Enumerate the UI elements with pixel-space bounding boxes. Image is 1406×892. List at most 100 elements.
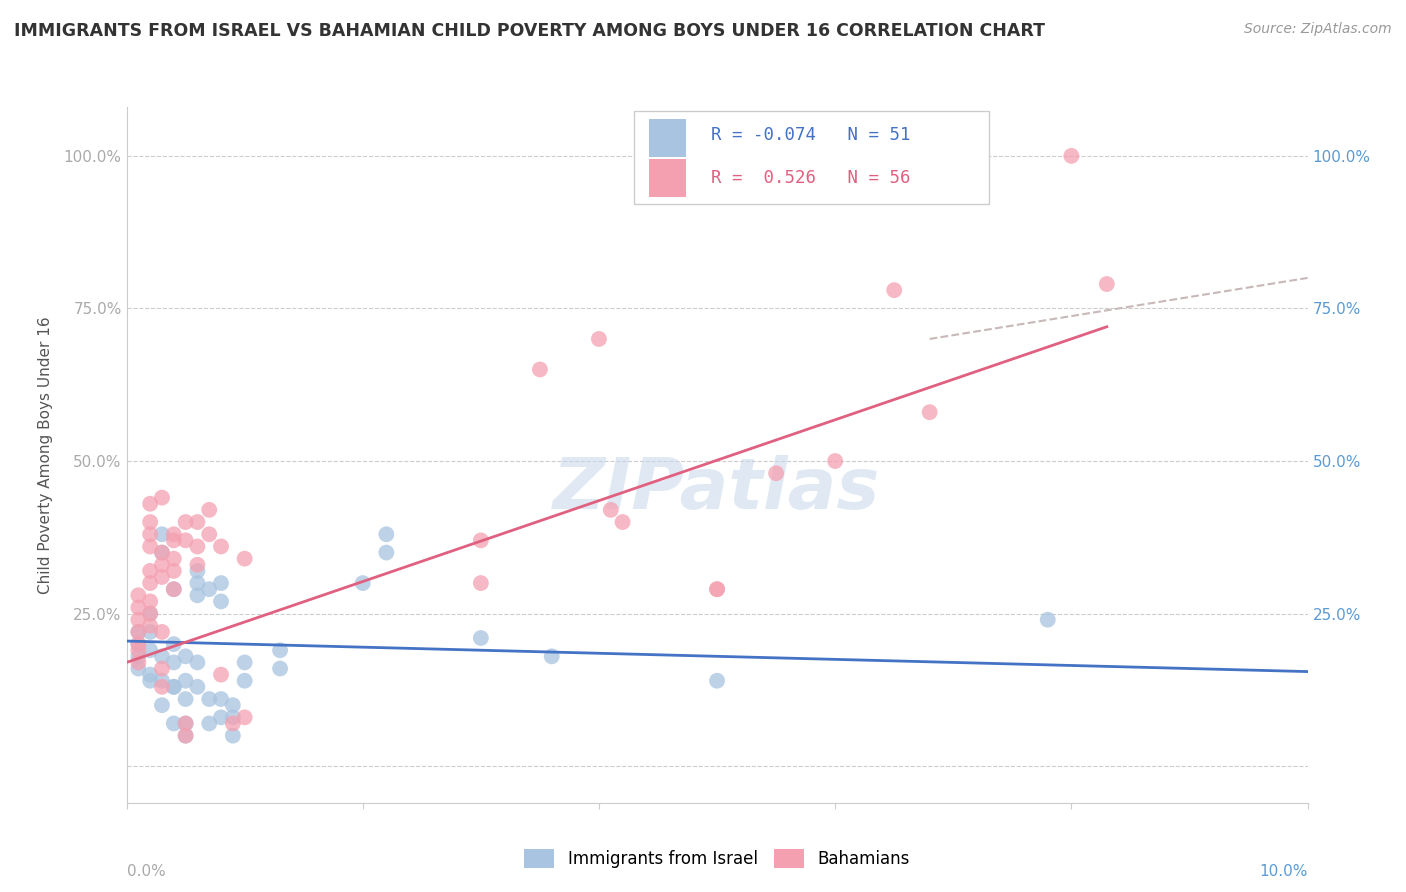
Point [375, 527, 398, 541]
Point [540, 649, 562, 664]
Point [824, 454, 846, 468]
Point [186, 588, 208, 602]
Point [1060, 149, 1083, 163]
Point [127, 600, 149, 615]
Point [883, 283, 905, 297]
Point [139, 607, 162, 621]
Point [269, 643, 291, 657]
Point [150, 570, 173, 584]
Text: ZIPatlas: ZIPatlas [554, 455, 880, 524]
Y-axis label: Child Poverty Among Boys Under 16: Child Poverty Among Boys Under 16 [38, 316, 52, 594]
Point [150, 624, 173, 639]
Point [706, 673, 728, 688]
Point [174, 716, 197, 731]
Text: IMMIGRANTS FROM ISRAEL VS BAHAMIAN CHILD POVERTY AMONG BOYS UNDER 16 CORRELATION: IMMIGRANTS FROM ISRAEL VS BAHAMIAN CHILD… [14, 22, 1045, 40]
Point [150, 673, 173, 688]
Point [150, 680, 173, 694]
Point [163, 680, 186, 694]
Point [139, 619, 162, 633]
FancyBboxPatch shape [648, 159, 686, 197]
Point [127, 649, 149, 664]
Point [127, 613, 149, 627]
Point [127, 656, 149, 670]
Point [163, 551, 186, 566]
Point [139, 594, 162, 608]
Point [1036, 613, 1059, 627]
Point [198, 527, 221, 541]
Point [174, 515, 197, 529]
Point [209, 692, 232, 706]
Point [186, 656, 208, 670]
Point [163, 533, 186, 548]
Point [127, 588, 149, 602]
Point [174, 716, 197, 731]
Point [163, 582, 186, 597]
Point [127, 624, 149, 639]
Point [222, 729, 245, 743]
Point [174, 729, 197, 743]
Point [174, 692, 197, 706]
Point [706, 582, 728, 597]
Point [163, 680, 186, 694]
Point [1095, 277, 1118, 291]
Point [127, 624, 149, 639]
Point [209, 594, 232, 608]
Point [186, 515, 208, 529]
Point [209, 667, 232, 681]
Point [269, 661, 291, 675]
Point [233, 656, 256, 670]
Point [352, 576, 374, 591]
Point [163, 656, 186, 670]
Point [186, 680, 208, 694]
Point [222, 698, 245, 713]
Point [163, 527, 186, 541]
Point [127, 637, 149, 651]
Point [599, 503, 621, 517]
Point [139, 515, 162, 529]
Text: 10.0%: 10.0% [1260, 863, 1308, 879]
Point [139, 497, 162, 511]
Point [918, 405, 941, 419]
Point [706, 582, 728, 597]
Point [163, 582, 186, 597]
Point [209, 576, 232, 591]
Point [233, 710, 256, 724]
Text: 0.0%: 0.0% [127, 863, 166, 879]
Point [163, 637, 186, 651]
Point [127, 661, 149, 675]
Point [139, 540, 162, 554]
Point [233, 551, 256, 566]
Text: Source: ZipAtlas.com: Source: ZipAtlas.com [1244, 22, 1392, 37]
Point [174, 673, 197, 688]
Point [612, 515, 634, 529]
Point [139, 564, 162, 578]
Point [470, 533, 492, 548]
Point [186, 564, 208, 578]
Point [222, 710, 245, 724]
Point [163, 564, 186, 578]
Text: R =  0.526   N = 56: R = 0.526 N = 56 [711, 169, 911, 187]
Point [222, 716, 245, 731]
Point [198, 582, 221, 597]
Point [163, 716, 186, 731]
Point [529, 362, 551, 376]
Point [150, 545, 173, 559]
Point [139, 576, 162, 591]
Point [588, 332, 610, 346]
FancyBboxPatch shape [634, 111, 988, 204]
Point [209, 540, 232, 554]
Point [186, 540, 208, 554]
Point [198, 692, 221, 706]
Point [150, 558, 173, 572]
Point [127, 637, 149, 651]
Legend: Immigrants from Israel, Bahamians: Immigrants from Israel, Bahamians [517, 842, 917, 874]
FancyBboxPatch shape [648, 119, 686, 157]
Point [139, 673, 162, 688]
Text: R = -0.074   N = 51: R = -0.074 N = 51 [711, 126, 911, 144]
Point [209, 710, 232, 724]
Point [150, 698, 173, 713]
Point [150, 545, 173, 559]
Point [150, 491, 173, 505]
Point [186, 558, 208, 572]
Point [139, 624, 162, 639]
